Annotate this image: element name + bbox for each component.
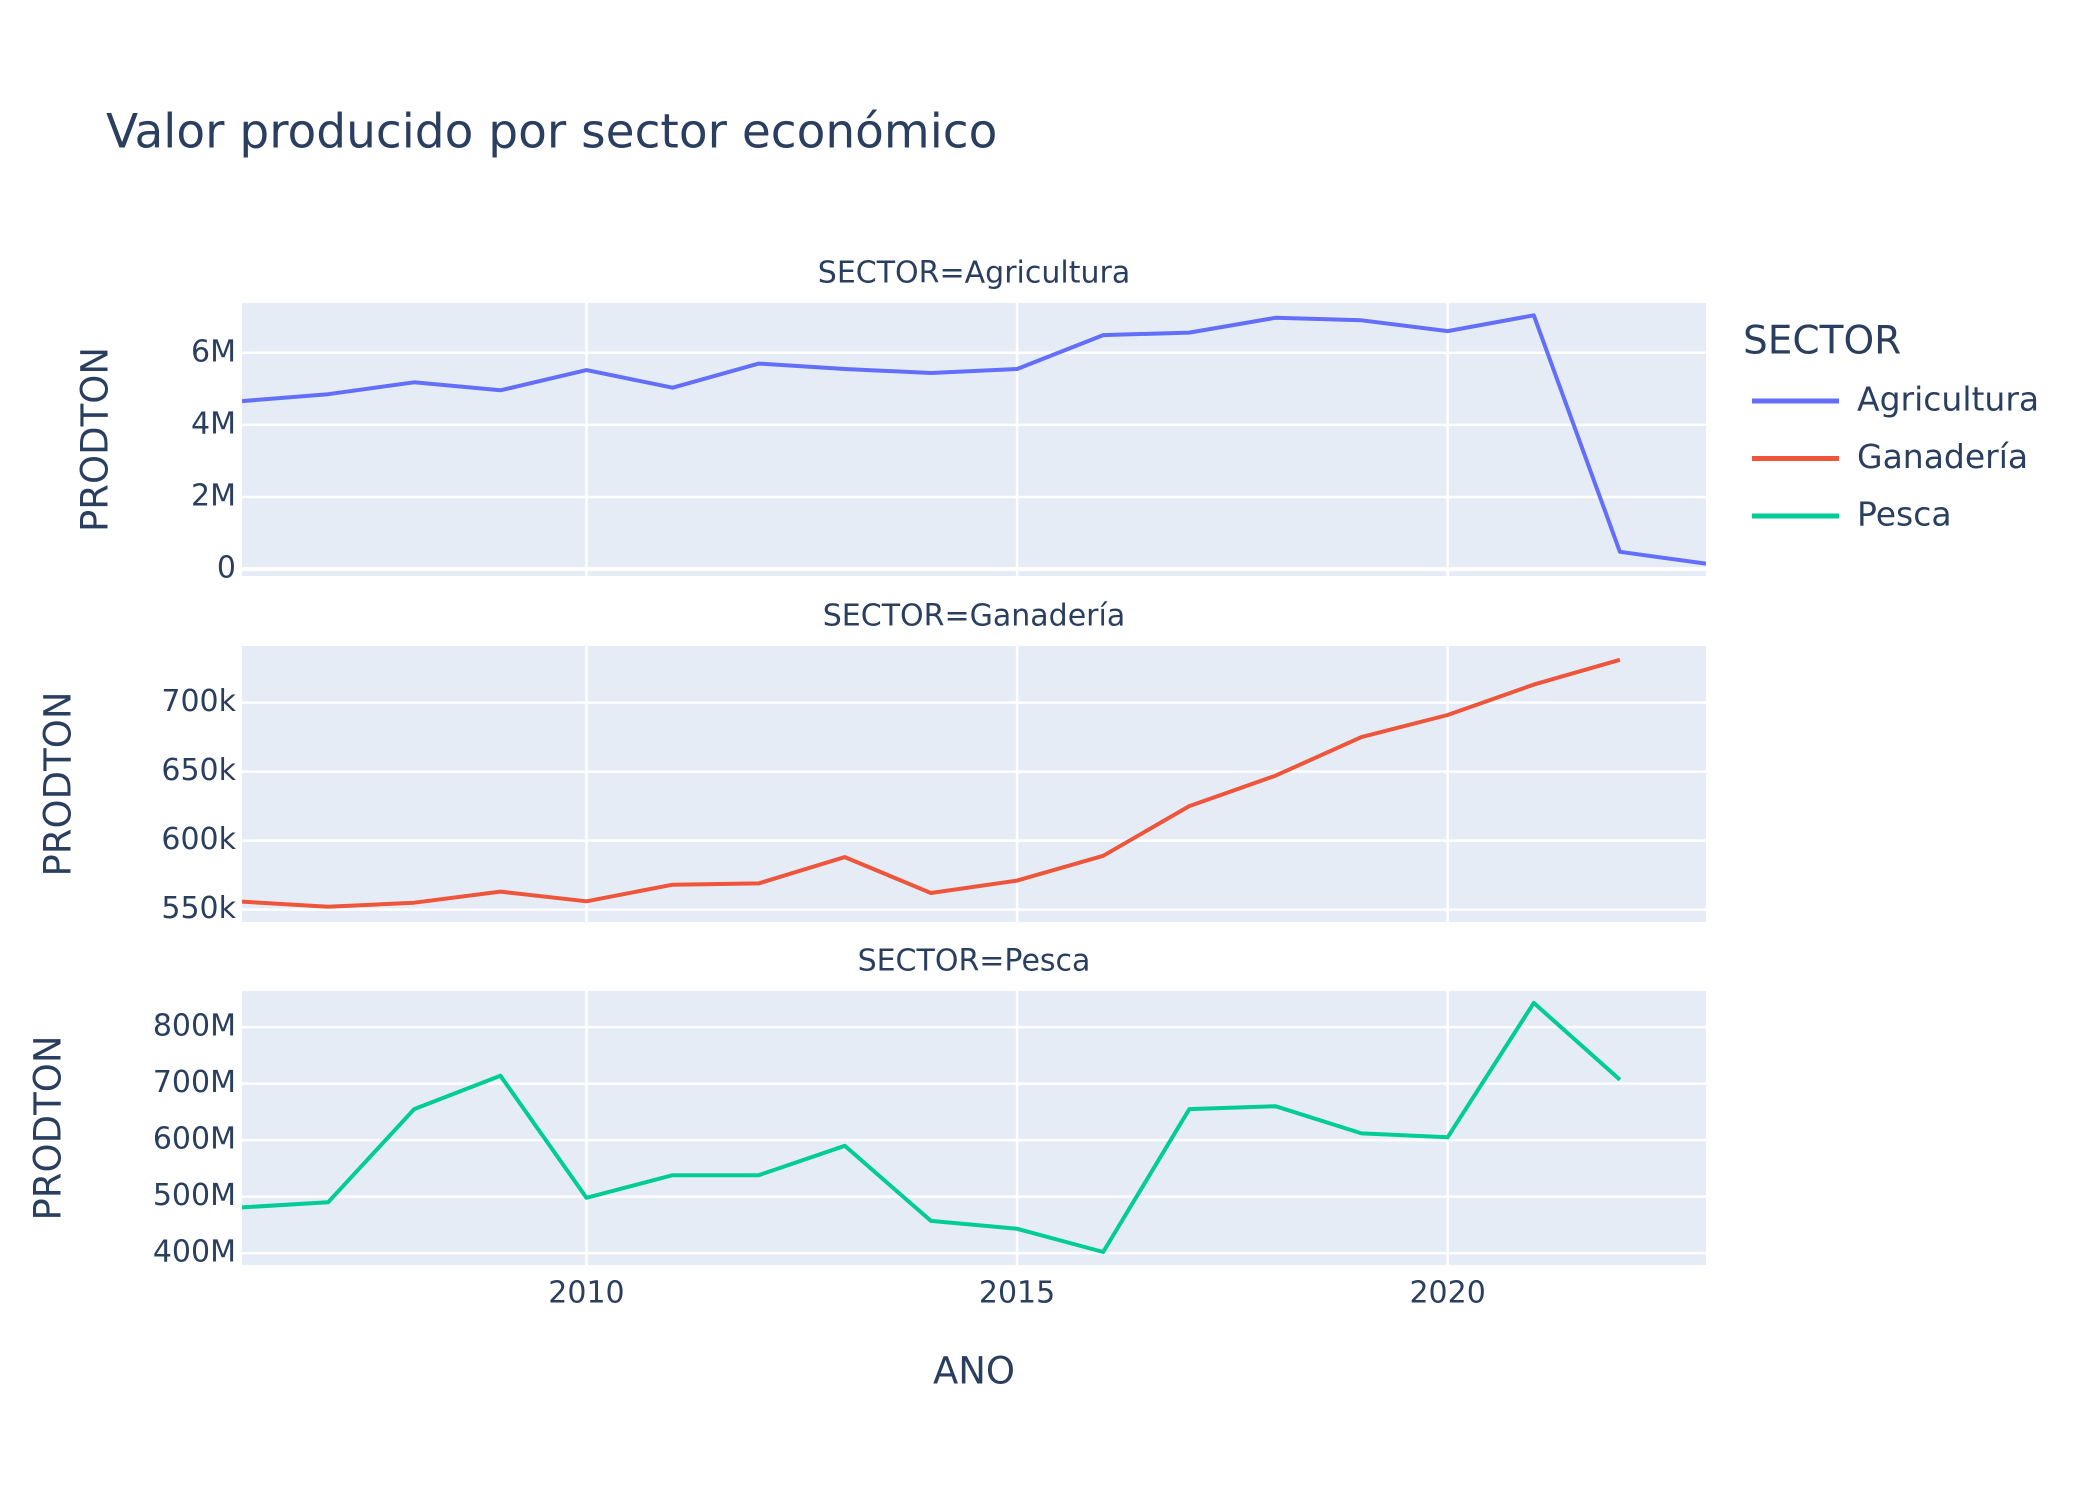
subplot-title: SECTOR=Pesca bbox=[858, 944, 1091, 979]
y-tick-label: 4M bbox=[191, 406, 236, 441]
y-tick-label: 0 bbox=[217, 551, 236, 586]
y-tick-label: 6M bbox=[191, 334, 236, 369]
legend-label: Ganadería bbox=[1857, 437, 2028, 476]
y-axis-title: PRODTON bbox=[37, 691, 80, 876]
y-tick-label: 700M bbox=[153, 1065, 236, 1100]
legend-label: Pesca bbox=[1857, 495, 1952, 534]
y-tick-label: 500M bbox=[153, 1178, 236, 1213]
y-tick-label: 600k bbox=[161, 822, 236, 857]
y-tick-label: 550k bbox=[161, 891, 236, 926]
x-tick-label: 2010 bbox=[548, 1276, 624, 1311]
legend-label: Agricultura bbox=[1857, 380, 2039, 419]
y-tick-label: 400M bbox=[153, 1235, 236, 1270]
series-line bbox=[242, 313, 1706, 566]
y-tick-label: 600M bbox=[153, 1122, 236, 1157]
series-line bbox=[242, 657, 1621, 909]
y-axis-title: PRODTON bbox=[27, 1035, 70, 1220]
x-tick-label: 2015 bbox=[979, 1276, 1055, 1311]
y-tick-label: 2M bbox=[191, 479, 236, 514]
y-tick-label: 800M bbox=[153, 1009, 236, 1044]
plot-background bbox=[242, 991, 1706, 1265]
x-axis-title: ANO bbox=[933, 1350, 1015, 1393]
plot-background bbox=[242, 646, 1706, 922]
y-tick-label: 700k bbox=[161, 684, 236, 719]
subplot-title: SECTOR=Agricultura bbox=[818, 256, 1130, 291]
chart-title: Valor producido por sector económico bbox=[106, 105, 997, 160]
subplot-title: SECTOR=Ganadería bbox=[823, 599, 1125, 634]
series-line bbox=[242, 1000, 1622, 1254]
plot-background bbox=[242, 303, 1706, 576]
legend-title: SECTOR bbox=[1743, 319, 1901, 364]
y-tick-label: 650k bbox=[161, 753, 236, 788]
x-tick-label: 2020 bbox=[1409, 1276, 1485, 1311]
y-axis-title: PRODTON bbox=[74, 347, 117, 532]
